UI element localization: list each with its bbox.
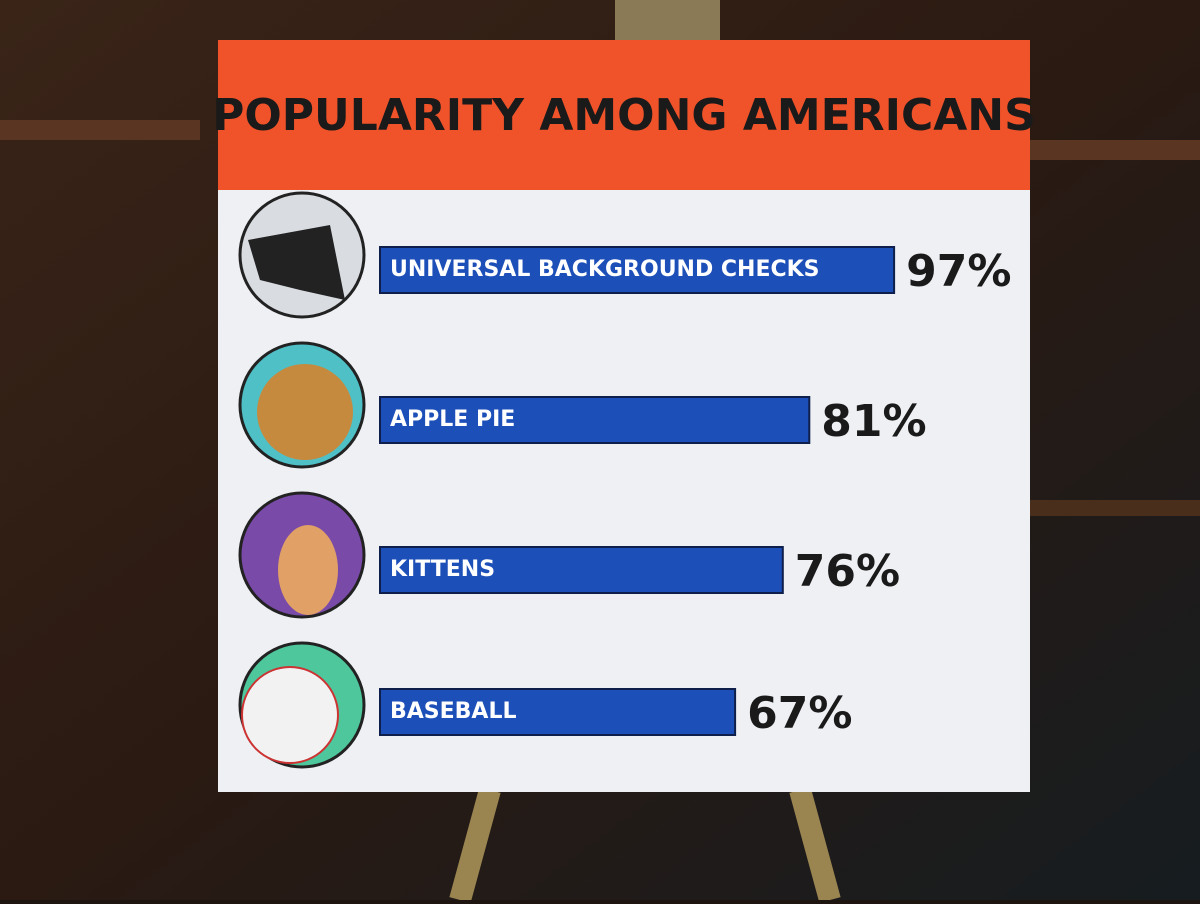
bar [379,396,811,444]
wood-panel [1030,140,1200,160]
easel-leg [449,787,501,903]
bar [379,688,737,736]
category-label: KITTENS [390,557,495,582]
icon-pie-shape [257,364,353,460]
value-label: 81% [821,396,926,447]
icon-ball-shape [241,666,339,764]
title-band [218,40,1030,190]
category-label: UNIVERSAL BACKGROUND CHECKS [390,257,820,282]
easel-leg [789,787,841,903]
value-label: 97% [906,246,1011,297]
value-label: 67% [747,688,852,739]
icons [238,191,366,769]
bar [379,246,896,294]
wood-panel [1030,500,1200,516]
icon-kitten-shape [278,525,338,615]
category-label: BASEBALL [390,699,517,724]
value-label: 76% [795,546,900,597]
board: POPULARITY AMONG AMERICANS UNIVERSAL BAC… [212,40,1036,792]
category-label: APPLE PIE [390,407,515,432]
wood-panel [0,120,200,140]
chart-title: POPULARITY AMONG AMERICANS [212,90,1036,141]
bar [379,546,784,594]
icon-gun-shape [248,225,345,300]
